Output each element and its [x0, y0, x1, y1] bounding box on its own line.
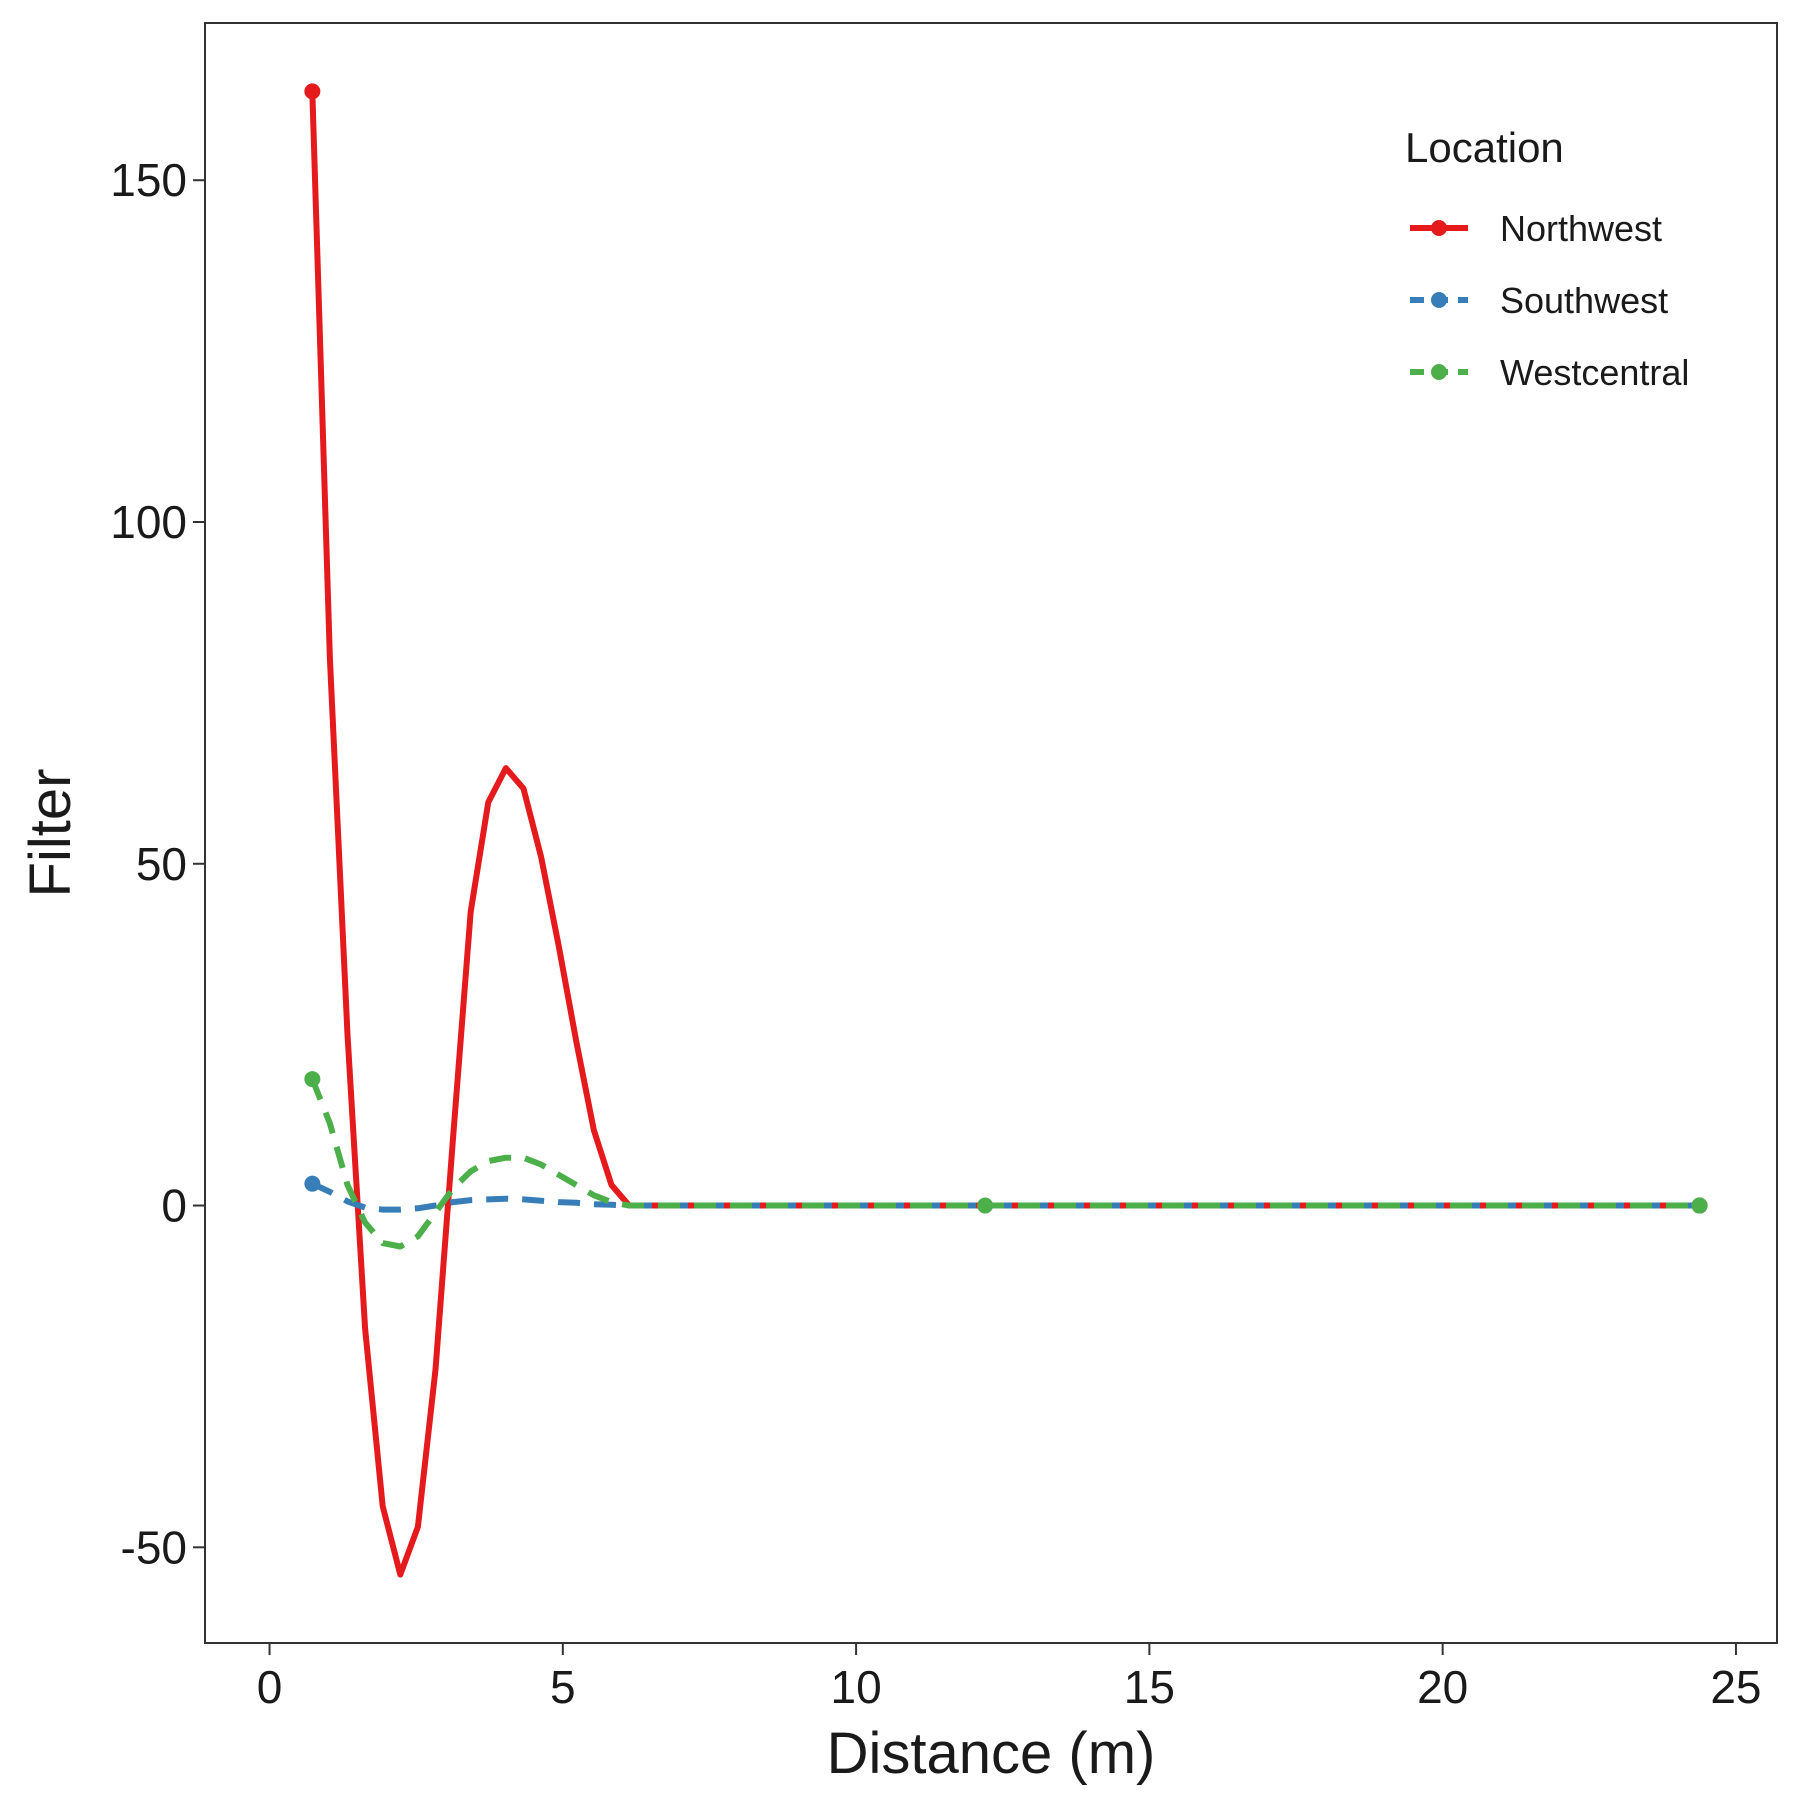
legend-label: Southwest	[1500, 280, 1668, 321]
legend-key-point	[1431, 292, 1447, 308]
x-tick-label: 5	[550, 1661, 576, 1713]
data-point	[304, 83, 321, 100]
legend-title: Location	[1405, 124, 1564, 171]
legend-item: Northwest	[1410, 208, 1662, 249]
series-westcentral	[304, 1071, 1708, 1250]
series-line-southwest	[311, 1180, 1700, 1213]
x-tick-label: 20	[1417, 1661, 1468, 1713]
legend-item: Southwest	[1410, 280, 1668, 321]
legend-label: Westcentral	[1500, 352, 1689, 393]
x-axis-title: Distance (m)	[827, 1721, 1156, 1786]
legend: Location Northwest Southwest Westcentral	[1405, 124, 1689, 393]
data-point	[1691, 1197, 1708, 1214]
series-line-northwest	[309, 91, 1700, 1578]
y-tick-label: 150	[110, 154, 187, 206]
data-point	[304, 1175, 321, 1192]
x-axis: 0 5 10 15 20 25	[257, 1643, 1762, 1713]
y-axis: -50 0 50 100 150	[110, 154, 205, 1573]
x-tick-label: 10	[831, 1661, 882, 1713]
data-point	[977, 1197, 994, 1214]
y-tick-label: 50	[136, 838, 187, 890]
plot-panel-border	[204, 22, 1778, 1644]
y-axis-title: Filter	[18, 769, 83, 898]
y-tick-label: -50	[121, 1521, 187, 1573]
data-point	[304, 1071, 321, 1088]
x-tick-label: 25	[1710, 1661, 1761, 1713]
series-layer	[304, 83, 1708, 1578]
legend-key-point	[1431, 220, 1447, 236]
x-tick-label: 15	[1124, 1661, 1175, 1713]
legend-key-point	[1431, 364, 1447, 380]
series-line-westcentral	[309, 1077, 1700, 1250]
legend-item: Westcentral	[1410, 352, 1689, 393]
x-tick-label: 0	[257, 1661, 283, 1713]
legend-label: Northwest	[1500, 208, 1662, 249]
y-tick-label: 0	[161, 1180, 187, 1232]
y-tick-label: 100	[110, 496, 187, 548]
